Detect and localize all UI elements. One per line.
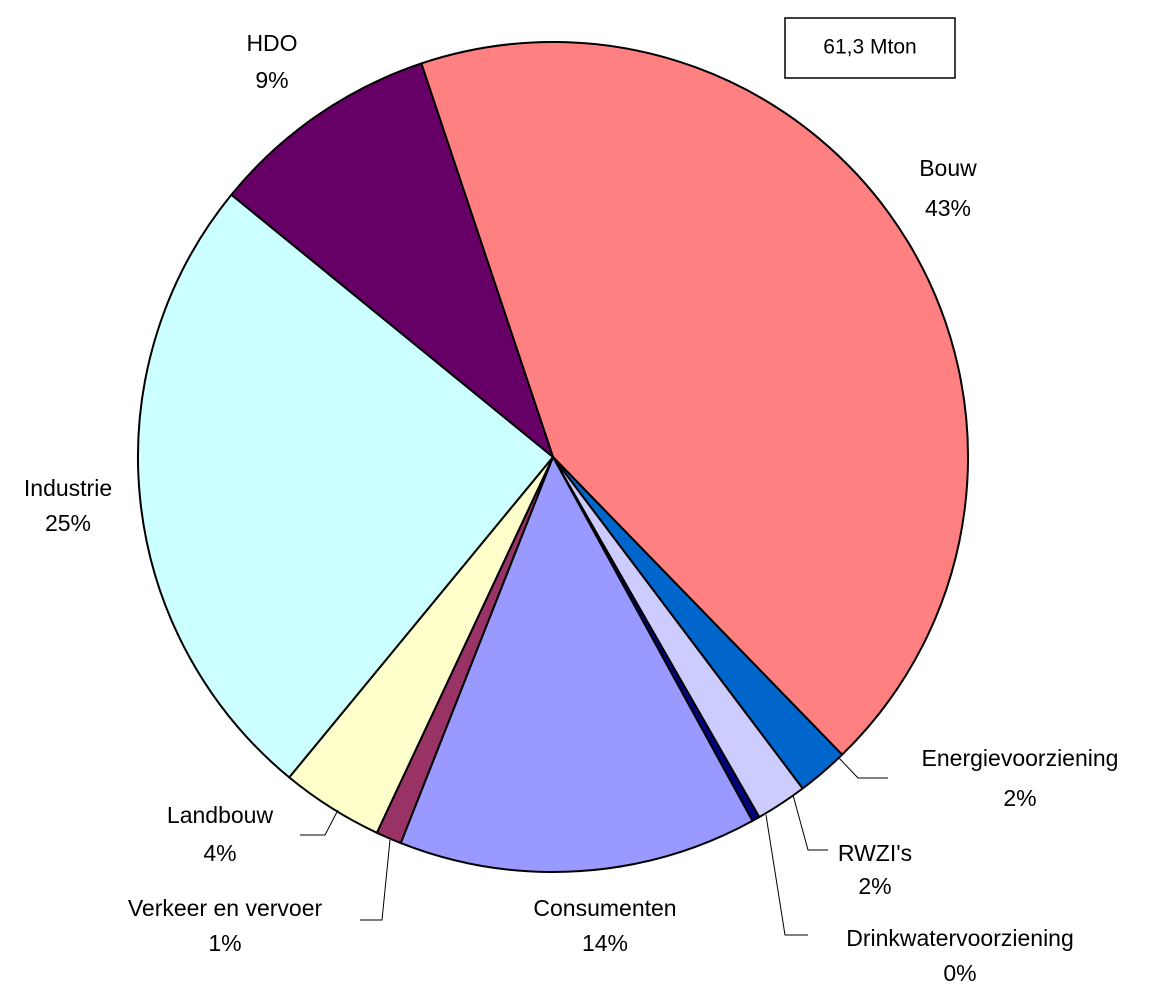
pie-slice (420, 41, 969, 756)
slice-label: Energievoorziening (922, 745, 1119, 771)
pie-slice (137, 193, 554, 779)
value-label: 9% (255, 67, 288, 93)
slice-label: Industrie (24, 475, 112, 501)
leader-lines (300, 756, 888, 936)
value-label: 0% (943, 960, 976, 986)
slice-label: Bouw (919, 155, 977, 181)
slice-label: Drinkwatervoorziening (846, 925, 1074, 951)
pie-slice (230, 62, 554, 458)
value-label: 4% (203, 840, 236, 866)
slice-label: Consumenten (533, 895, 676, 921)
annotation-box (784, 17, 956, 79)
value-label: 2% (1003, 785, 1036, 811)
slice-label: RWZI's (838, 840, 912, 866)
leader-line (765, 814, 808, 936)
value-label: 25% (45, 510, 91, 536)
leader-line (360, 839, 391, 921)
slice-label: HDO (246, 30, 297, 56)
slice-label: Landbouw (167, 802, 274, 828)
slice-label: Verkeer en vervoer (128, 895, 323, 921)
leader-line (792, 794, 828, 851)
value-label: 2% (858, 873, 891, 899)
value-label: 14% (582, 930, 628, 956)
annotation: 61,3 Mton (823, 36, 916, 59)
pie (137, 41, 969, 873)
leader-line (300, 809, 339, 836)
leader-line (837, 756, 888, 779)
value-label: 1% (208, 930, 241, 956)
value-label: 43% (925, 195, 971, 221)
pie-slice (399, 456, 754, 873)
